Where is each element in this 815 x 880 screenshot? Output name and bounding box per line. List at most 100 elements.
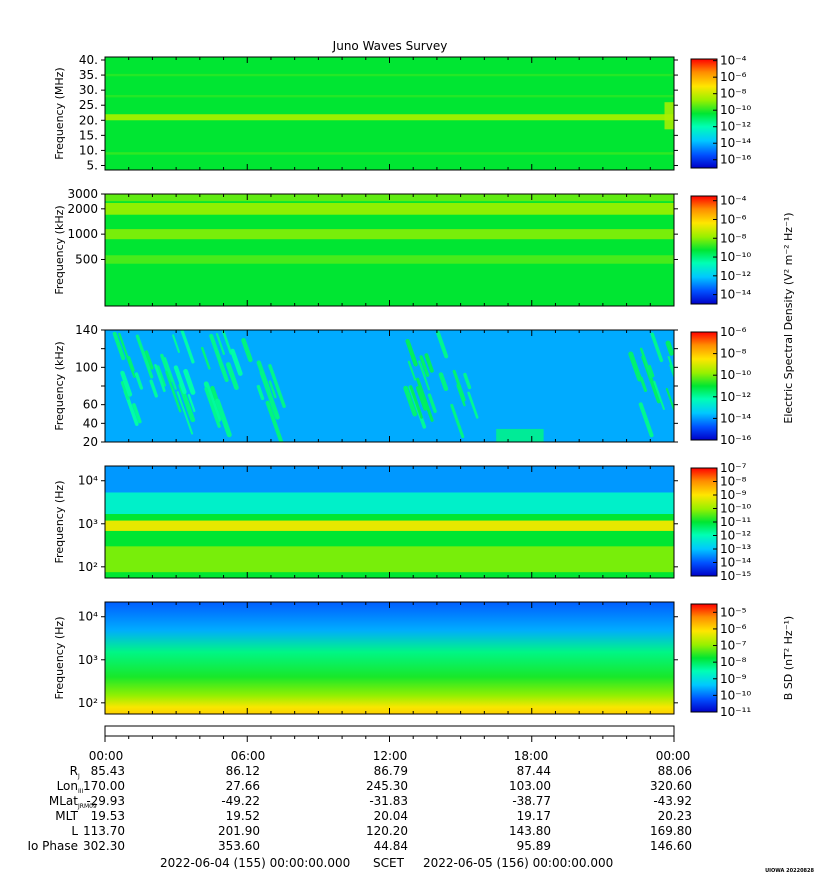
spectrogram-gradient — [105, 602, 674, 714]
ephemeris-value: 245.30 — [366, 779, 408, 793]
colorbar: 10⁻⁴ 10⁻⁶ 10⁻⁸ 10⁻¹⁰ 10⁻¹² 10⁻¹⁴ — [690, 194, 751, 305]
y-tick-label: 140 — [75, 323, 98, 337]
ephemeris-value: 103.00 — [509, 779, 551, 793]
ephemeris-row-label: L — [71, 824, 78, 838]
emission-streak — [650, 332, 664, 363]
emission-streak — [203, 381, 222, 423]
emission-streak — [132, 403, 142, 424]
emission-streak — [112, 331, 126, 361]
spectrogram-background — [105, 330, 674, 442]
y-tick-label: 10⁴ — [78, 474, 98, 488]
emission-band — [105, 94, 674, 98]
spectrogram-image — [105, 466, 674, 578]
emission-streak — [165, 370, 182, 413]
emission-streak — [419, 355, 430, 377]
emission-streak — [416, 386, 428, 411]
time-tick-label: 06:00 — [231, 749, 266, 763]
colorbar-tick-label: 10⁻⁷ — [720, 639, 747, 653]
spectrogram-image — [105, 194, 674, 306]
emission-streak — [405, 338, 418, 367]
emission-band — [105, 152, 674, 155]
emission-streak — [407, 360, 417, 381]
colorbar-tick-label: 10⁻⁶ — [720, 622, 747, 636]
y-tick-label: 60 — [83, 398, 98, 412]
emission-streak — [225, 362, 239, 391]
colorbar-tick-label: 10⁻¹⁰ — [720, 368, 751, 382]
ephemeris-value: 20.04 — [374, 809, 408, 823]
y-tick-label: 10⁴ — [78, 610, 98, 624]
spectrogram-image — [105, 57, 674, 170]
y-tick-label: 10² — [78, 560, 98, 574]
emission-streak — [418, 360, 430, 391]
emission-streak — [149, 379, 158, 398]
emission-streak — [134, 372, 144, 390]
y-tick-label: 100 — [75, 360, 98, 374]
spectrogram-panel: 20 40 60 100 140 Frequency (kHz) 10⁻⁶ 10⁻⁸ 10⁻¹⁰… — [53, 323, 751, 449]
emission-band — [105, 202, 674, 215]
emission-band — [105, 520, 674, 531]
colorbar-tick-label: 10⁻¹² — [720, 269, 751, 283]
emission-patch — [496, 428, 544, 442]
ephemeris-value: 85.43 — [91, 764, 125, 778]
ephemeris-row-label: Lon — [57, 779, 78, 793]
colorbar-tick-label: 10⁻¹¹ — [720, 515, 751, 529]
y-tick-label: 3000 — [67, 187, 98, 201]
colorbar-gradient — [690, 467, 718, 577]
ephemeris-value: 120.20 — [366, 824, 408, 838]
y-tick-label: 35. — [79, 68, 98, 82]
y-axis-label: Frequency (Hz) — [53, 481, 66, 564]
colorbar-gradient — [690, 603, 718, 713]
ephemeris-value: -49.22 — [221, 794, 260, 808]
ephemeris-value: -38.77 — [512, 794, 551, 808]
emission-streak — [409, 385, 424, 419]
ephemeris-value: 353.60 — [218, 839, 260, 853]
y-tick-label: 10³ — [78, 653, 98, 667]
emission-streak — [173, 365, 187, 395]
colorbar-tick-label: 10⁻¹⁰ — [720, 250, 751, 264]
y-tick-label: 10. — [79, 143, 98, 157]
emission-streak — [222, 330, 233, 355]
chart-title: Juno Waves Survey — [332, 39, 448, 53]
emission-streak — [467, 391, 479, 419]
time-tick-label: 12:00 — [373, 749, 408, 763]
emission-streak — [256, 384, 265, 401]
emission-streak — [154, 363, 166, 393]
colorbar-tick-label: 10⁻⁸ — [720, 231, 747, 245]
ephemeris-value: 88.06 — [658, 764, 692, 778]
ephemeris-value: 169.80 — [650, 824, 692, 838]
emission-streak — [424, 353, 434, 373]
y-tick-label: 25. — [79, 98, 98, 112]
ephemeris-value: 143.80 — [509, 824, 551, 838]
emission-streak — [653, 380, 665, 411]
ephemeris-value: 170.00 — [83, 779, 125, 793]
emission-streak — [403, 385, 418, 417]
emission-streak — [638, 402, 654, 438]
colorbar-tick-label: 10⁻¹⁴ — [720, 136, 751, 150]
emission-streak — [268, 364, 286, 409]
ephemeris-value: 201.90 — [218, 824, 260, 838]
colorbar-tick-label: 10⁻¹⁰ — [720, 103, 751, 117]
colorbar-tick-label: 10⁻¹² — [720, 120, 751, 134]
emission-streak — [163, 357, 177, 390]
y-axis-label: Frequency (Hz) — [53, 617, 66, 700]
emission-streak — [209, 333, 229, 382]
spectrogram-panels: 5.10.15.20.25.30.35.40. Frequency (MHz) 10… — [53, 53, 751, 719]
emission-streak — [416, 377, 434, 422]
time-tick-label: 00:00 — [656, 749, 691, 763]
emission-streak — [215, 332, 225, 355]
colorbar-gradient — [690, 58, 718, 169]
y-tick-label: 15. — [79, 128, 98, 142]
ephemeris-value: 302.30 — [83, 839, 125, 853]
emission-streak — [268, 380, 277, 399]
emission-streak — [639, 376, 648, 393]
ephemeris-value: 44.84 — [374, 839, 408, 853]
colorbar-tick-label: 10⁻¹⁴ — [720, 288, 751, 302]
emission-streak — [156, 365, 166, 387]
y-tick-label: 30. — [79, 83, 98, 97]
emission-streak — [665, 387, 674, 413]
ephemeris-value: 320.60 — [650, 779, 692, 793]
colorbar-tick-label: 10⁻⁵ — [720, 605, 747, 619]
emission-streak — [435, 330, 449, 359]
colorbar-tick-label: 10⁻⁴ — [720, 54, 747, 68]
emission-streak — [463, 372, 472, 390]
